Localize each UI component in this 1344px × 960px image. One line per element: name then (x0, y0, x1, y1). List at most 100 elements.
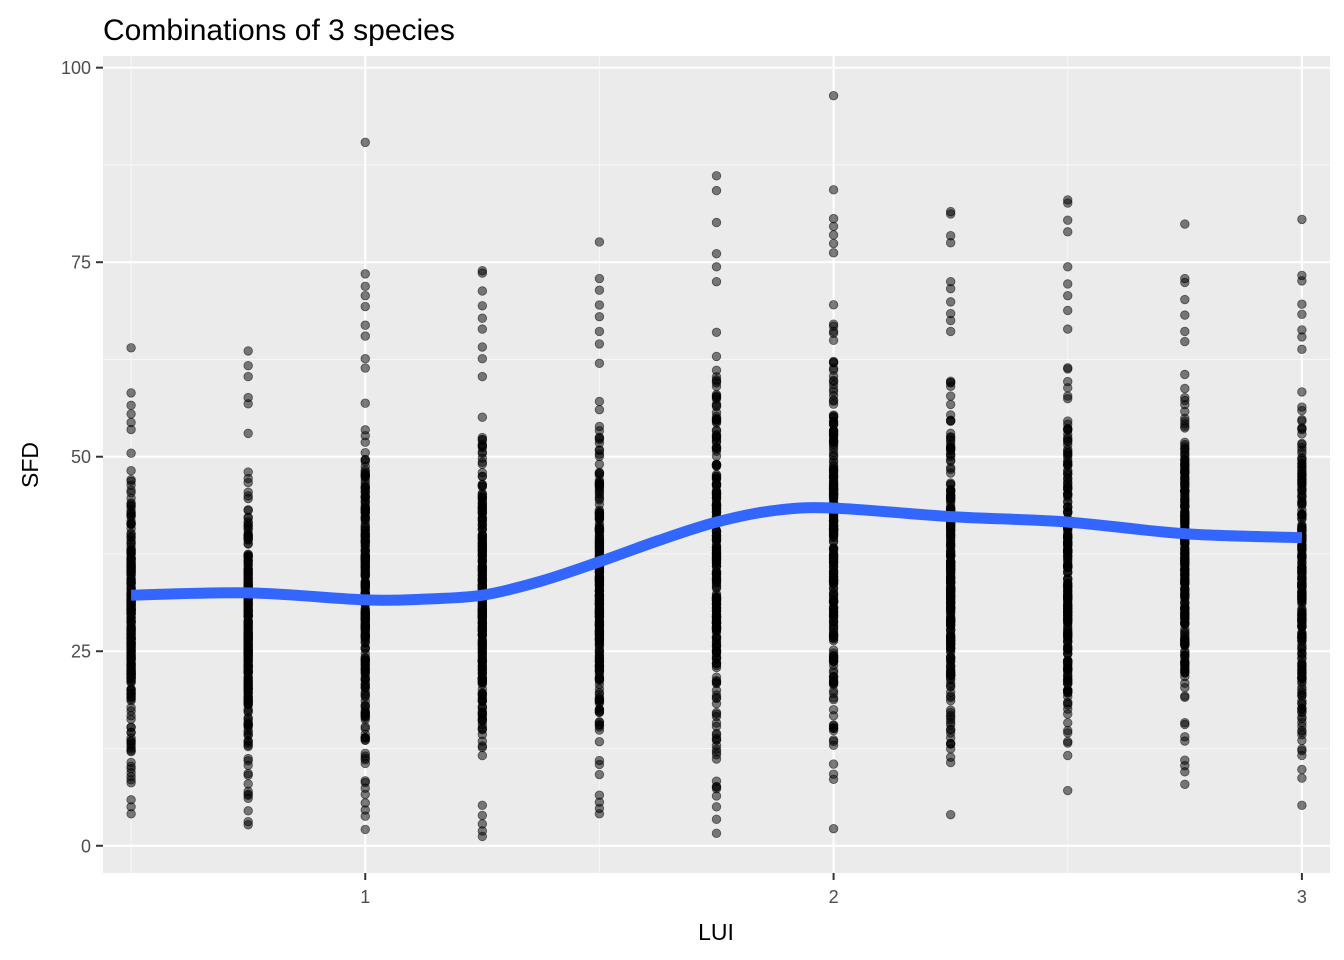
data-point (126, 722, 136, 733)
data-point (126, 714, 136, 724)
data-point (1297, 344, 1307, 355)
data-point (243, 428, 253, 439)
data-point (594, 571, 605, 581)
data-point (1297, 773, 1307, 783)
data-point (1180, 683, 1190, 693)
data-point (126, 474, 136, 485)
data-point (126, 388, 136, 398)
data-point (711, 623, 722, 633)
data-point (126, 744, 136, 754)
data-point (945, 724, 956, 735)
data-point (1180, 406, 1190, 417)
data-point (1063, 227, 1073, 237)
data-point (1063, 551, 1073, 561)
data-point (945, 485, 956, 495)
data-point (360, 491, 370, 501)
data-point (945, 231, 956, 241)
data-point (1180, 294, 1190, 305)
data-point (828, 460, 839, 471)
data-point (594, 433, 605, 443)
data-point (594, 769, 605, 780)
data-point (126, 535, 136, 546)
data-point (1297, 387, 1307, 397)
data-point (1180, 326, 1190, 337)
data-point (594, 300, 605, 310)
y-axis-label: SFD (17, 442, 43, 488)
data-point (1180, 369, 1190, 380)
data-point (1297, 553, 1307, 563)
data-point (594, 616, 605, 627)
data-point (477, 353, 488, 364)
data-point (594, 468, 605, 479)
data-point (360, 353, 370, 364)
data-point (360, 679, 370, 689)
data-point (360, 723, 370, 734)
data-point (711, 262, 722, 272)
data-point (477, 313, 488, 323)
data-point (1297, 682, 1307, 693)
data-point (711, 693, 722, 704)
data-point (1180, 558, 1190, 568)
data-point (945, 615, 956, 626)
data-point (1297, 730, 1307, 740)
data-point (711, 802, 722, 812)
data-point (243, 753, 253, 764)
data-point (594, 659, 605, 670)
data-point (477, 696, 488, 706)
x-tick-label: 3 (1297, 887, 1307, 907)
data-point (360, 670, 370, 680)
data-point (1063, 478, 1073, 488)
data-point (711, 479, 722, 490)
data-point (711, 558, 722, 569)
data-point (945, 326, 956, 337)
data-point (945, 399, 956, 410)
data-point (828, 326, 839, 336)
data-point (945, 308, 956, 319)
data-point (360, 331, 370, 341)
data-point (711, 276, 722, 287)
data-point (711, 327, 722, 337)
data-point (1297, 604, 1307, 614)
data-point (243, 360, 253, 371)
data-point (594, 459, 605, 469)
data-point (243, 770, 253, 780)
data-point (1180, 437, 1190, 447)
data-point (828, 238, 839, 249)
data-point (594, 273, 605, 284)
data-point (243, 619, 253, 630)
data-point (594, 630, 605, 640)
data-point (711, 730, 722, 740)
data-point (477, 742, 488, 753)
data-point (1180, 718, 1190, 728)
data-point (711, 185, 722, 196)
data-point (594, 421, 605, 432)
data-point (1063, 506, 1073, 517)
data-point (1063, 324, 1073, 334)
y-tick-label: 100 (61, 58, 91, 78)
data-point (711, 602, 722, 613)
data-point (126, 795, 136, 805)
data-point (243, 505, 253, 516)
data-point (1297, 587, 1307, 597)
data-point (477, 286, 488, 296)
data-point (1297, 468, 1307, 479)
data-point (360, 437, 370, 447)
data-point (594, 339, 605, 349)
data-point (126, 645, 136, 656)
data-point (945, 391, 956, 401)
data-point (828, 230, 839, 240)
data-point (711, 648, 722, 658)
data-point (126, 448, 136, 458)
data-point (1063, 394, 1073, 404)
data-point (1297, 563, 1307, 574)
data-point (711, 814, 722, 825)
data-point (360, 504, 370, 514)
data-point (360, 567, 370, 577)
data-point (1063, 700, 1073, 710)
data-point (828, 300, 839, 310)
data-point (243, 790, 253, 801)
data-point (360, 824, 370, 835)
data-point (1063, 750, 1073, 761)
data-point (126, 465, 136, 476)
